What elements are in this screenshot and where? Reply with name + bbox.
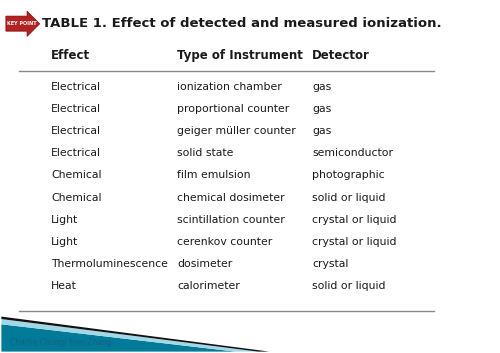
Text: gas: gas: [312, 126, 332, 136]
Text: cerenkov counter: cerenkov counter: [177, 237, 272, 247]
Text: Effect: Effect: [51, 49, 90, 62]
Text: Light: Light: [51, 215, 78, 225]
Text: Charlie Chong/ Fion Zhang: Charlie Chong/ Fion Zhang: [10, 339, 112, 347]
Text: Chemical: Chemical: [51, 170, 102, 180]
Text: Thermoluminescence: Thermoluminescence: [51, 259, 168, 269]
Text: TABLE 1. Effect of detected and measured ionization.: TABLE 1. Effect of detected and measured…: [42, 17, 442, 30]
Text: proportional counter: proportional counter: [177, 104, 289, 114]
Polygon shape: [2, 319, 258, 352]
Text: dosimeter: dosimeter: [177, 259, 232, 269]
Text: gas: gas: [312, 104, 332, 114]
Text: photographic: photographic: [312, 170, 384, 180]
Text: solid state: solid state: [177, 148, 234, 158]
Text: film emulsion: film emulsion: [177, 170, 250, 180]
Text: Chemical: Chemical: [51, 192, 102, 203]
Text: Electrical: Electrical: [51, 104, 101, 114]
Text: solid or liquid: solid or liquid: [312, 281, 386, 291]
Text: gas: gas: [312, 82, 332, 92]
Text: ionization chamber: ionization chamber: [177, 82, 282, 92]
Polygon shape: [6, 11, 40, 36]
Text: Type of Instrument: Type of Instrument: [177, 49, 303, 62]
Text: KEY POINT: KEY POINT: [7, 21, 36, 26]
Text: crystal: crystal: [312, 259, 348, 269]
Text: Heat: Heat: [51, 281, 77, 291]
Polygon shape: [2, 317, 270, 352]
Text: scintillation counter: scintillation counter: [177, 215, 284, 225]
Text: geiger müller counter: geiger müller counter: [177, 126, 296, 136]
Text: Electrical: Electrical: [51, 148, 101, 158]
Text: Electrical: Electrical: [51, 126, 101, 136]
Text: Electrical: Electrical: [51, 82, 101, 92]
Text: semiconductor: semiconductor: [312, 148, 393, 158]
Text: chemical dosimeter: chemical dosimeter: [177, 192, 284, 203]
Text: Light: Light: [51, 237, 78, 247]
Text: crystal or liquid: crystal or liquid: [312, 215, 396, 225]
Text: calorimeter: calorimeter: [177, 281, 240, 291]
Text: Detector: Detector: [312, 49, 370, 62]
Text: solid or liquid: solid or liquid: [312, 192, 386, 203]
Text: crystal or liquid: crystal or liquid: [312, 237, 396, 247]
Polygon shape: [2, 324, 236, 352]
